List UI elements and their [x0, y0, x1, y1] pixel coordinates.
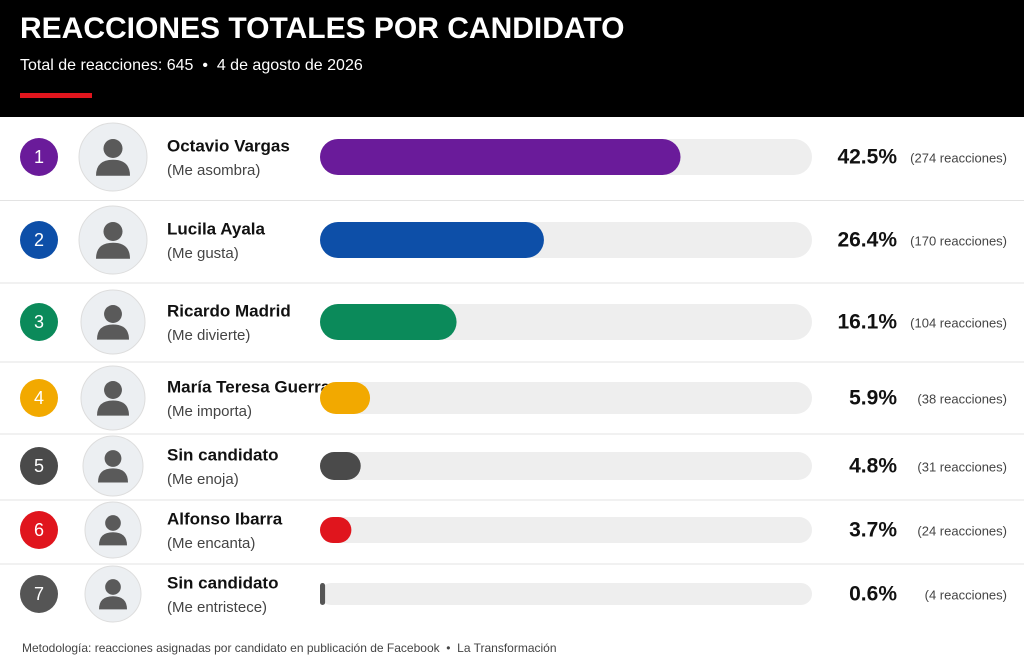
rank-number: 3 [34, 312, 44, 332]
reaction-type: (Me entristece) [167, 599, 267, 616]
bar-track [320, 583, 812, 605]
reaction-type: (Me enoja) [167, 471, 239, 488]
candidate-name: Alfonso Ibarra [167, 509, 283, 528]
avatar-head [105, 579, 121, 595]
candidate-name: Octavio Vargas [167, 136, 290, 155]
count-label: (4 reacciones) [925, 587, 1007, 602]
avatar-body [97, 324, 129, 340]
rank-badge [20, 221, 58, 259]
avatar-body [98, 468, 128, 483]
count-label: (170 reacciones) [910, 233, 1007, 248]
percent-label: 42.5% [837, 146, 897, 169]
percent-label: 16.1% [837, 311, 897, 334]
header-background [0, 0, 1024, 117]
avatar-body [99, 596, 127, 610]
percent-label: 5.9% [849, 387, 897, 410]
count-label: (24 reacciones) [917, 523, 1007, 538]
candidate-name: Lucila Ayala [167, 219, 265, 238]
rank-number: 4 [34, 388, 44, 408]
bar [320, 382, 371, 414]
bar [320, 452, 361, 480]
reaction-type: (Me divierte) [167, 327, 250, 344]
avatar-head [103, 221, 123, 242]
percent-label: 4.8% [849, 455, 897, 478]
avatar-body [96, 159, 130, 176]
chart-title: REACCIONES TOTALES POR CANDIDATO [20, 12, 624, 45]
count-label: (31 reacciones) [917, 459, 1007, 474]
avatar-head [104, 381, 122, 399]
count-label: (274 reacciones) [910, 150, 1007, 165]
bar [320, 139, 681, 175]
percent-label: 3.7% [849, 519, 897, 542]
candidate-name: Sin candidato [167, 445, 278, 464]
rank-badge [20, 379, 58, 417]
footer-note: Metodología: reacciones asignadas por ca… [22, 641, 557, 655]
reaction-type: (Me gusta) [167, 245, 239, 262]
rank-number: 5 [34, 456, 44, 476]
candidate-name: Ricardo Madrid [167, 301, 291, 320]
bar-track [320, 452, 812, 480]
rank-number: 7 [34, 584, 44, 604]
avatar-head [103, 138, 123, 159]
avatar-head [104, 450, 122, 467]
header-accent [20, 93, 92, 98]
bar [320, 222, 544, 258]
reaction-type: (Me encanta) [167, 535, 255, 552]
rank-badge [20, 511, 58, 549]
bar [320, 583, 326, 605]
avatar-body [96, 242, 130, 259]
candidate-name: Sin candidato [167, 573, 278, 592]
bar [320, 304, 457, 340]
reaction-type: (Me importa) [167, 403, 252, 420]
bar-track [320, 382, 812, 414]
rank-number: 1 [34, 147, 44, 167]
candidate-name: María Teresa Guerra [167, 377, 331, 396]
rank-number: 6 [34, 520, 44, 540]
avatar-body [99, 532, 127, 546]
percent-label: 0.6% [849, 583, 897, 606]
bar [320, 517, 352, 543]
rank-number: 2 [34, 230, 44, 250]
chart-subtitle: Total de reacciones: 645 • 4 de agosto d… [20, 57, 363, 74]
count-label: (104 reacciones) [910, 315, 1007, 330]
rank-badge [20, 575, 58, 613]
percent-label: 26.4% [837, 229, 897, 252]
avatar-body [97, 400, 129, 416]
rank-badge [20, 447, 58, 485]
rank-badge [20, 138, 58, 176]
reaction-type: (Me asombra) [167, 162, 260, 179]
avatar-head [105, 515, 121, 531]
count-label: (38 reacciones) [917, 391, 1007, 406]
rank-badge [20, 303, 58, 341]
bar-track [320, 517, 812, 543]
avatar-head [104, 305, 122, 323]
